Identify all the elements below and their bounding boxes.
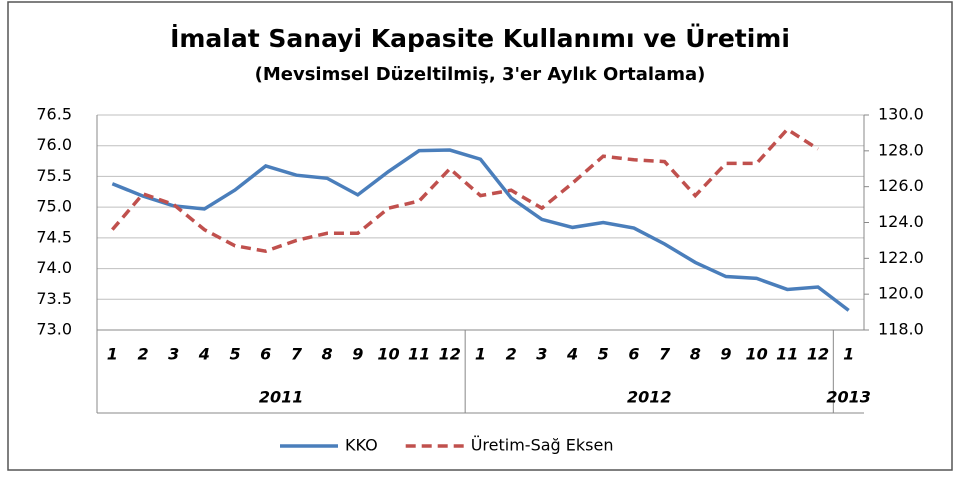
chart-border [7,1,953,471]
x-tick-label: 4 [566,345,578,364]
y-tick-label: 74.0 [36,258,72,277]
x-tick-label: 10 [745,345,767,364]
series-line [111,127,819,253]
y2-tick-label: 128.0 [878,140,924,159]
y2-tick-label: 124.0 [878,212,924,231]
x-tick-label: 12 [807,345,829,364]
x-tick-label: 6 [628,345,639,364]
x-tick-label: 1 [475,345,486,364]
year-label: 2011 [259,388,304,407]
series-line [111,148,850,312]
y2-tick-label: 126.0 [878,176,924,195]
y2-tick-label: 130.0 [878,105,924,124]
y-tick-label: 76.5 [36,105,72,124]
y-tick-label: 74.5 [36,227,72,246]
year-label: 2013 [826,388,871,407]
x-tick-label: 9 [720,345,731,364]
x-tick-label: 4 [198,345,210,364]
legend-label: KKO [345,436,378,455]
x-tick-label: 5 [229,345,240,364]
x-tick-label: 1 [107,345,118,364]
x-tick-label: 10 [377,345,399,364]
x-tick-label: 7 [291,345,303,364]
x-tick-label: 1 [843,345,854,364]
x-tick-label: 6 [260,345,271,364]
y2-tick-label: 118.0 [878,320,924,339]
x-tick-label: 2 [137,345,148,364]
x-tick-label: 7 [659,345,671,364]
x-tick-label: 12 [439,345,461,364]
x-tick-label: 8 [690,345,701,364]
year-label: 2012 [627,388,672,407]
x-tick-label: 9 [352,345,363,364]
x-tick-label: 8 [322,345,333,364]
x-tick-label: 11 [408,345,430,364]
chart-title: İmalat Sanayi Kapasite Kullanımı ve Üret… [170,23,790,53]
y2-tick-label: 120.0 [878,284,924,303]
legend-label: Üretim-Sağ Eksen [471,436,614,455]
x-tick-label: 3 [168,345,179,364]
x-tick-label: 3 [536,345,547,364]
y-tick-label: 75.0 [36,197,72,216]
chart-subtitle: (Mevsimsel Düzeltilmiş, 3'er Aylık Ortal… [255,64,706,85]
y-tick-label: 76.0 [36,135,72,154]
y-tick-label: 73.5 [36,289,72,308]
y-tick-label: 73.0 [36,320,72,339]
y2-tick-label: 122.0 [878,248,924,267]
x-tick-label: 11 [776,345,798,364]
x-tick-label: 2 [506,345,517,364]
x-tick-label: 5 [598,345,609,364]
y-tick-label: 75.5 [36,166,72,185]
